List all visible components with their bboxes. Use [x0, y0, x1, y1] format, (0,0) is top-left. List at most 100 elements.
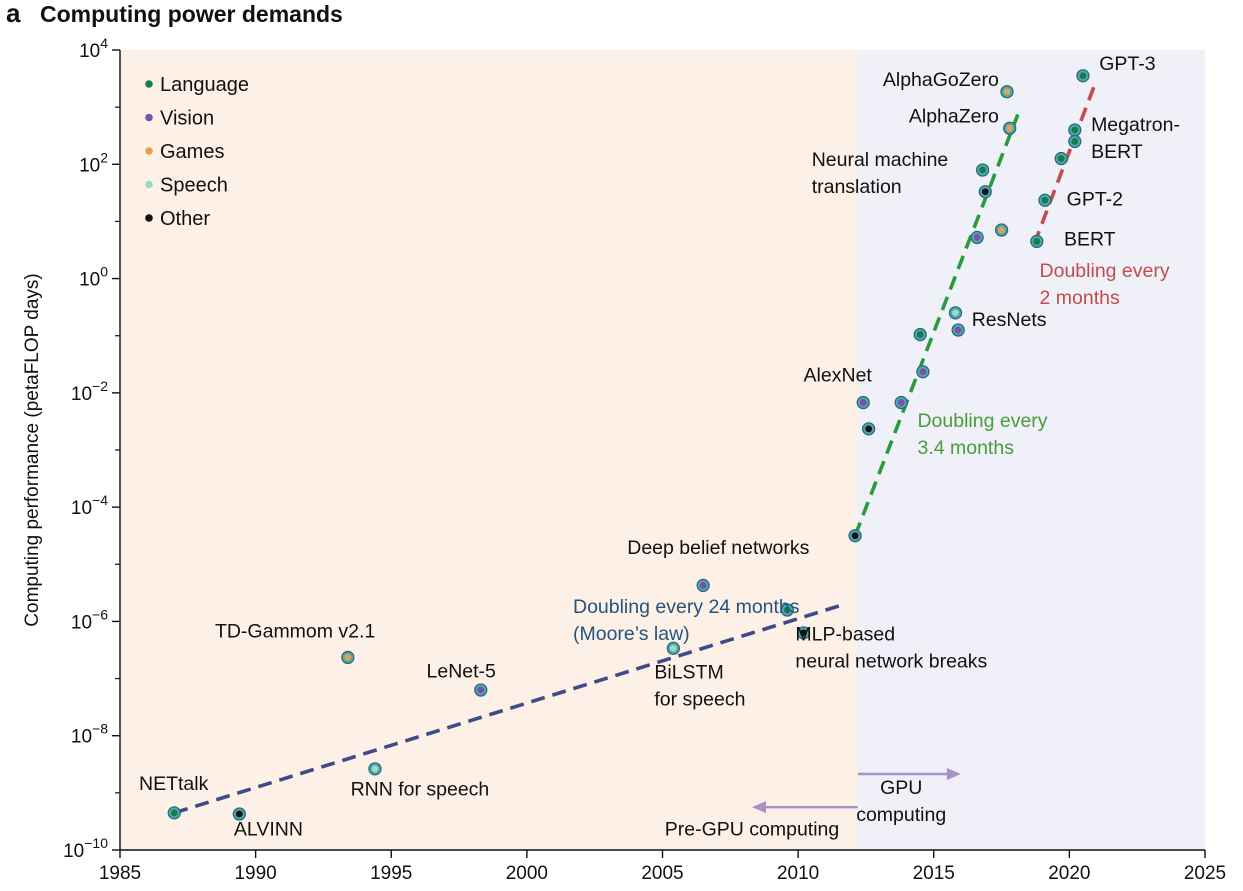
y-tick-base: 10 — [71, 727, 92, 748]
annotation-line: Doubling every — [917, 410, 1047, 432]
data-point-core — [851, 532, 859, 540]
data-point-other — [978, 185, 992, 199]
data-point-core — [783, 606, 791, 614]
data-point-speech — [948, 306, 963, 320]
annotation-line: GPT-3 — [1099, 53, 1155, 75]
legend-label: Language — [160, 74, 249, 96]
data-point-vision — [916, 365, 930, 379]
annotation-label: Megatron- BERT — [1091, 114, 1180, 163]
y-tick-base: 10 — [79, 270, 100, 291]
data-point-core — [371, 765, 379, 773]
annotation-label: TD-Gammom v2.1 — [215, 620, 375, 642]
panel-title: Computing power demands — [40, 1, 343, 27]
y-tick-base: 10 — [79, 155, 100, 176]
annotation-label: ALVINN — [234, 819, 303, 841]
annotation-line: GPU — [880, 777, 922, 799]
trend-line-1 — [853, 113, 1020, 537]
legend-marker — [145, 214, 153, 222]
data-point-core — [981, 188, 989, 196]
data-point-language — [1038, 193, 1052, 207]
annotation-label: Deep belief networks — [627, 537, 809, 559]
annotation-label: GPT-2 — [1067, 188, 1123, 210]
y-tick-exponent: 2 — [100, 149, 108, 165]
x-tick-label: 2020 — [1048, 863, 1090, 884]
legend-item-language: Language — [145, 74, 249, 96]
data-point-language — [1030, 234, 1044, 249]
y-axis-title: Computing performance (petaFLOP days) — [22, 273, 43, 626]
data-point-core — [800, 629, 807, 637]
data-point-core — [344, 654, 352, 661]
annotation-label: Doubling every 3.4 months — [917, 410, 1047, 459]
data-point-speech — [368, 762, 382, 776]
annotation-line: Doubling every 24 months — [573, 596, 800, 618]
annotation-label: NETtalk — [139, 773, 209, 795]
annotation-label: AlphaGoZero — [883, 69, 999, 91]
x-tick-label: 2005 — [641, 863, 683, 884]
annotation-label: GPT-3 — [1099, 53, 1155, 75]
legend-marker — [145, 180, 153, 189]
annotation-label: Doubling every 2 months — [1040, 260, 1170, 309]
y-tick-label: 10−8 — [71, 721, 108, 748]
y-tick-base: 10 — [71, 498, 92, 519]
region-pre-gpu — [120, 50, 858, 850]
data-point-core — [954, 326, 962, 334]
data-point-language — [913, 327, 927, 342]
legend-item-speech: Speech — [145, 175, 228, 197]
annotation-line: AlphaGoZero — [883, 69, 999, 91]
data-point-other — [232, 807, 247, 821]
region-gpu — [857, 50, 1205, 850]
annotation-line: Pre-GPU computing — [665, 819, 839, 841]
data-point-games — [1003, 121, 1017, 135]
data-point-core — [897, 399, 905, 406]
annotation-line: AlexNet — [804, 364, 873, 386]
data-point-core — [477, 686, 485, 694]
annotation-line: BERT — [1064, 228, 1116, 250]
y-tick-exponent: −2 — [92, 378, 108, 394]
y-tick-label: 10−4 — [71, 492, 108, 519]
annotation-line: 2 months — [1040, 287, 1120, 309]
annotation-line: NETtalk — [139, 773, 209, 795]
data-point-vision — [894, 395, 908, 410]
data-point-core — [859, 399, 867, 406]
data-point-language — [1054, 151, 1068, 166]
annotation-label: BiLSTM for speech — [654, 662, 745, 711]
data-point-core — [1003, 88, 1011, 96]
background-regions — [120, 50, 1205, 850]
annotation-label: ResNets — [972, 309, 1047, 331]
x-tick-label: 2010 — [777, 863, 819, 884]
data-point-language — [1068, 134, 1082, 149]
data-point-core — [1071, 138, 1079, 145]
data-point-vision — [474, 683, 488, 697]
y-tick-label: 10−10 — [63, 835, 108, 862]
annotation-line: 3.4 months — [917, 437, 1014, 459]
annotation-line: (Moore’s law) — [573, 623, 690, 645]
data-point-core — [1057, 155, 1065, 162]
x-tick-label: 2025 — [1184, 863, 1226, 884]
y-tick-exponent: −10 — [84, 835, 108, 851]
annotation-line: computing — [856, 804, 946, 826]
data-point-other — [796, 626, 811, 640]
annotation-label: MLP-based neural network breaks — [795, 623, 987, 672]
y-tick-exponent: 0 — [100, 264, 108, 280]
data-point-games — [341, 650, 355, 665]
annotations: NETtalk ALVINN TD-Gammom v2.1 RNN for speec… — [139, 53, 1180, 841]
annotation-line: RNN for speech — [351, 779, 490, 801]
data-point-vision — [951, 323, 965, 337]
data-point-core — [699, 582, 707, 589]
annotation-line: LeNet-5 — [427, 660, 497, 682]
annotation-line: GPT-2 — [1067, 188, 1123, 210]
arrow-head-0 — [946, 768, 961, 780]
y-tick-label: 102 — [79, 149, 108, 176]
annotation-line: Deep belief networks — [627, 537, 809, 559]
y-tick-label: 10−6 — [71, 606, 108, 633]
data-point-vision — [696, 578, 710, 593]
data-point-core — [979, 166, 986, 174]
annotation-line: translation — [812, 176, 902, 198]
annotation-label: Neural machine translation — [812, 149, 949, 198]
gpu-era-arrows — [752, 768, 961, 814]
data-point-core — [235, 810, 243, 818]
data-point-core — [1071, 126, 1079, 134]
data-point-core — [1079, 72, 1087, 80]
data-point-games — [994, 223, 1009, 237]
